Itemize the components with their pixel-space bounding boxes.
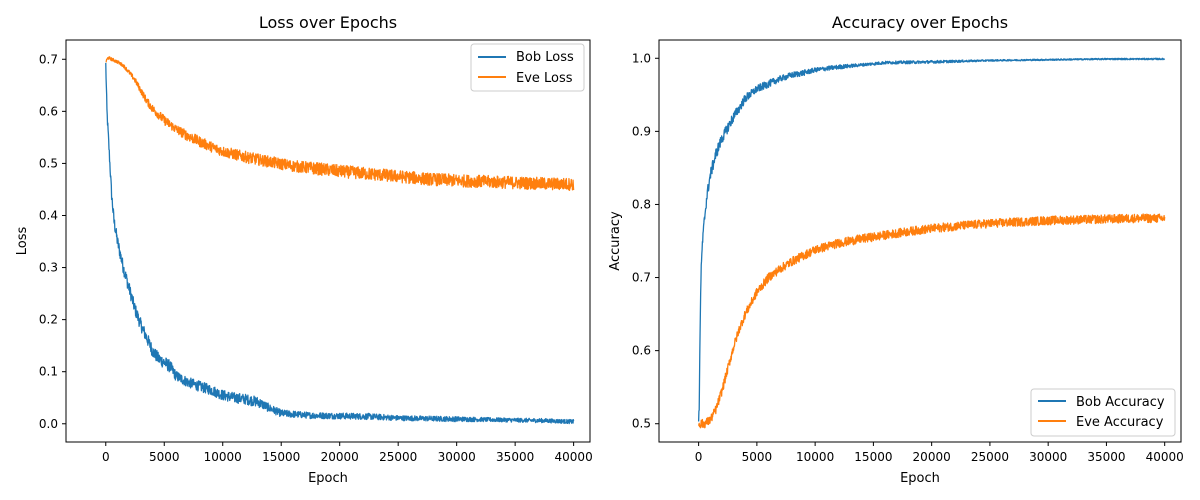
- accuracy-chart-x-ticks: 0 5000 10000 15000 20000 25000 30000 35000 40000: [695, 442, 1184, 464]
- loss-y-tick-label: 0.6: [39, 104, 58, 118]
- accuracy-chart-y-label: Accuracy: [608, 211, 623, 271]
- loss-chart-x-label: Epoch: [308, 471, 348, 486]
- loss-y-tick-label: 0.2: [39, 313, 58, 327]
- loss-y-tick-label: 0.1: [39, 365, 58, 379]
- loss-x-tick-label: 5000: [149, 450, 180, 464]
- accuracy-chart-marks: [697, 57, 1166, 429]
- loss-y-tick-label: 0.7: [39, 52, 58, 66]
- accuracy-x-tick-label: 0: [695, 450, 703, 464]
- accuracy-x-tick-label: 20000: [913, 450, 951, 464]
- accuracy-legend-label-bob: Bob Accuracy: [1076, 395, 1165, 410]
- loss-legend-label-eve: Eve Loss: [516, 71, 573, 86]
- loss-chart: Loss over Epochs 0 5000 10000 15000 20000 250…: [15, 13, 593, 486]
- loss-x-tick-label: 40000: [555, 450, 593, 464]
- loss-x-tick-label: 15000: [262, 450, 300, 464]
- accuracy-chart-x-label: Epoch: [900, 471, 940, 486]
- accuracy-y-tick-label: 0.5: [632, 417, 651, 431]
- accuracy-x-tick-label: 35000: [1087, 450, 1125, 464]
- loss-x-tick-label: 35000: [496, 450, 534, 464]
- accuracy-x-tick-label: 40000: [1146, 450, 1184, 464]
- accuracy-series-line-bob-accuracy: [697, 57, 1166, 422]
- accuracy-y-tick-label: 0.8: [632, 197, 651, 211]
- loss-chart-y-ticks: 0.0 0.1 0.2 0.3 0.4 0.5 0.6 0.7: [39, 52, 66, 431]
- accuracy-chart: Accuracy over Epochs 0 5000 10000 15000 2000…: [608, 13, 1184, 486]
- loss-y-tick-label: 0.3: [39, 261, 58, 275]
- loss-x-tick-label: 10000: [204, 450, 242, 464]
- loss-chart-x-ticks: 0 5000 10000 15000 20000 25000 30000 35000 40000: [102, 442, 593, 464]
- accuracy-x-tick-label: 25000: [971, 450, 1009, 464]
- accuracy-x-tick-label: 15000: [854, 450, 892, 464]
- loss-legend-label-bob: Bob Loss: [516, 50, 574, 65]
- loss-y-tick-label: 0.5: [39, 156, 58, 170]
- accuracy-chart-frame: [658, 39, 1182, 443]
- loss-x-tick-label: 20000: [321, 450, 359, 464]
- loss-chart-frame: [65, 39, 591, 443]
- loss-legend-box: [470, 43, 585, 92]
- accuracy-legend-label-eve: Eve Accuracy: [1076, 415, 1164, 430]
- accuracy-chart-legend: Bob Accuracy Eve Accuracy: [1030, 388, 1176, 437]
- accuracy-y-tick-label: 0.9: [632, 124, 651, 138]
- loss-chart-y-label: Loss: [15, 227, 30, 256]
- loss-x-tick-label: 0: [102, 450, 110, 464]
- loss-chart-legend: Bob Loss Eve Loss: [470, 43, 585, 92]
- accuracy-x-tick-label: 5000: [742, 450, 773, 464]
- accuracy-chart-y-ticks: 0.5 0.6 0.7 0.8 0.9 1.0: [632, 51, 659, 431]
- accuracy-x-tick-label: 10000: [796, 450, 834, 464]
- loss-y-tick-label: 0.4: [39, 208, 58, 222]
- accuracy-chart-title: Accuracy over Epochs: [832, 13, 1008, 32]
- loss-chart-marks: [105, 56, 575, 425]
- loss-chart-title: Loss over Epochs: [259, 13, 397, 32]
- loss-x-tick-label: 25000: [379, 450, 417, 464]
- accuracy-y-tick-label: 1.0: [632, 51, 651, 65]
- loss-x-tick-label: 30000: [438, 450, 476, 464]
- accuracy-series-line-eve-accuracy: [697, 213, 1166, 429]
- loss-series-line-eve-loss: [105, 56, 575, 191]
- accuracy-x-tick-label: 30000: [1029, 450, 1067, 464]
- accuracy-y-tick-label: 0.7: [632, 271, 651, 285]
- accuracy-y-tick-label: 0.6: [632, 344, 651, 358]
- loss-series-line-bob-loss: [105, 62, 575, 425]
- loss-y-tick-label: 0.0: [39, 417, 58, 431]
- accuracy-legend-box: [1030, 388, 1176, 437]
